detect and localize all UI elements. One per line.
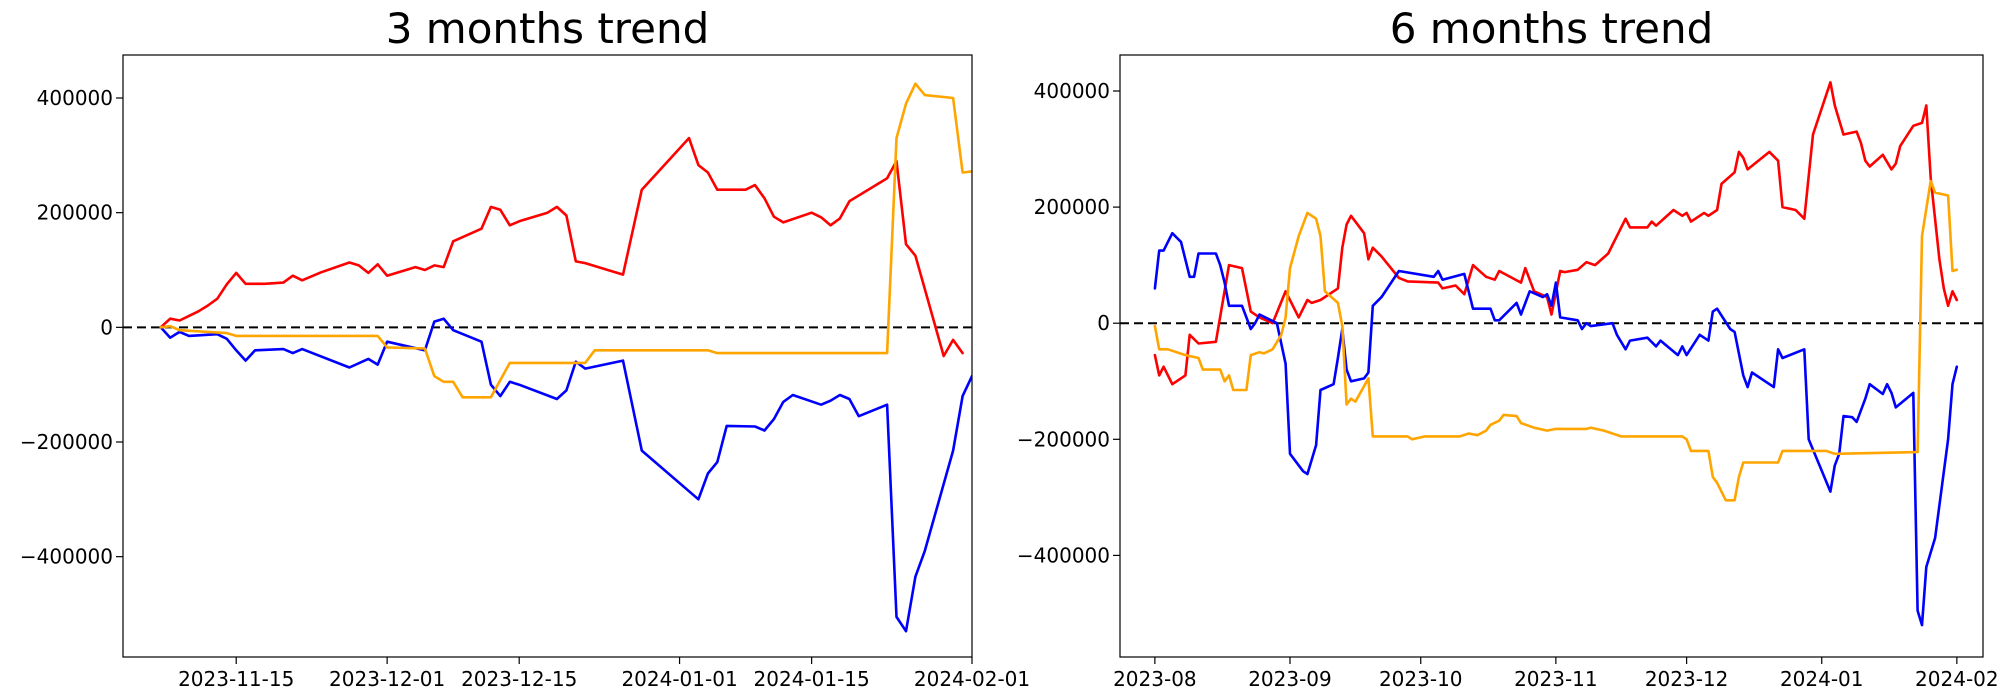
- series-line-3: [159, 82, 972, 399]
- y-tick-label: 400000: [37, 86, 113, 110]
- chart-panel-1: 3 months trend 400000 200000 0 −200000 −40000…: [20, 4, 1030, 691]
- x-tick-label: 2023-11: [1514, 667, 1598, 691]
- series-line-2: [1153, 231, 1959, 627]
- axes-frame: [122, 54, 973, 658]
- y-tick-label: 200000: [37, 201, 113, 225]
- x-tick-label: 2023-08: [1113, 667, 1197, 691]
- x-tick-label: 2024-02: [1915, 667, 1999, 691]
- x-tick-label: 2023-12: [1645, 667, 1729, 691]
- y-tick-label: −200000: [20, 430, 113, 454]
- x-tick-label: 2023-09: [1248, 667, 1332, 691]
- series-line-2: [159, 317, 972, 633]
- x-tick-label: 2023-10: [1379, 667, 1463, 691]
- y-tick-label: 0: [1097, 311, 1110, 335]
- y-tick-label: 200000: [1034, 195, 1110, 219]
- y-tick-label: −400000: [1017, 543, 1110, 567]
- x-tick-label: 2024-01-01: [621, 667, 737, 691]
- x-tick-label: 2024-01-15: [754, 667, 870, 691]
- y-tick-label: 400000: [1034, 79, 1110, 103]
- y-tick-label: −400000: [20, 545, 113, 569]
- chart-title: 3 months trend: [386, 4, 710, 53]
- y-tick-label: 0: [100, 315, 113, 339]
- x-tick-label: 2024-02-01: [914, 667, 1030, 691]
- series-line-1: [1153, 81, 1959, 386]
- x-tick-label: 2024-01: [1780, 667, 1864, 691]
- chart-panel-2: 6 months trend 400000 200000 0 −200000 −40000…: [1017, 4, 1999, 691]
- y-tick-label: −200000: [1017, 427, 1110, 451]
- series-line-3: [1153, 179, 1959, 502]
- series-line-1: [159, 136, 964, 358]
- x-tick-label: 2023-12-15: [461, 667, 577, 691]
- x-tick-label: 2023-11-15: [178, 667, 294, 691]
- axes-frame: [1119, 54, 1984, 658]
- chart-title: 6 months trend: [1390, 4, 1714, 53]
- x-tick-label: 2023-12-01: [329, 667, 445, 691]
